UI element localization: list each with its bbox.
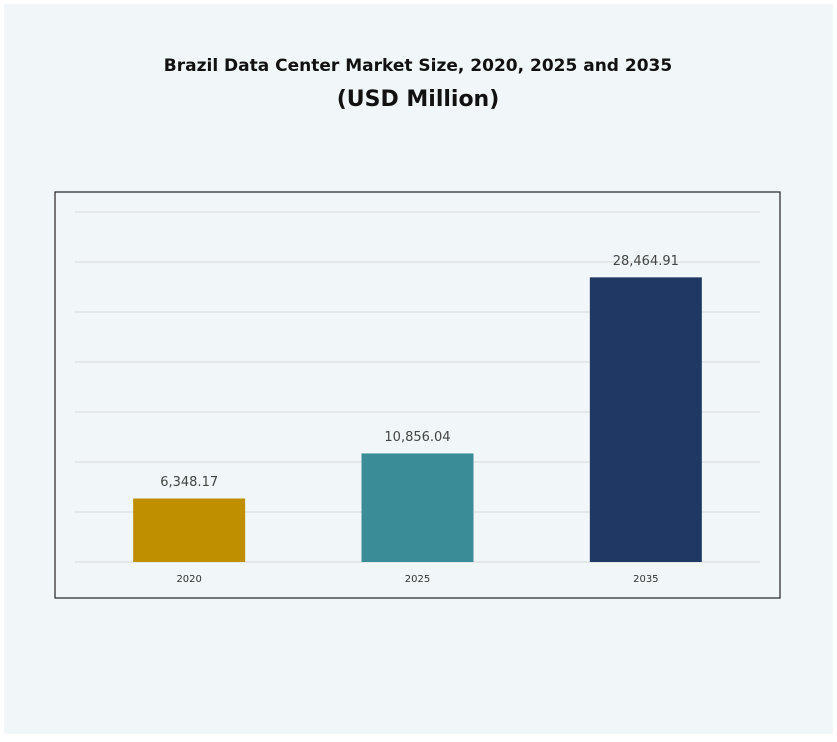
chart-subtitle: (USD Million) (337, 87, 500, 112)
plot-frame (54, 191, 781, 599)
value-label: 6,348.17 (160, 475, 218, 490)
x-tick-label: 2025 (405, 574, 430, 585)
chart-title: Brazil Data Center Market Size, 2020, 20… (164, 56, 672, 76)
value-label: 10,856.04 (384, 430, 450, 445)
bar (361, 453, 474, 562)
bar (133, 498, 246, 562)
value-label: 28,464.91 (613, 254, 679, 269)
bar (589, 277, 702, 562)
x-tick-label: 2035 (633, 574, 658, 585)
background (4, 4, 833, 734)
x-tick-label: 2020 (176, 574, 201, 585)
